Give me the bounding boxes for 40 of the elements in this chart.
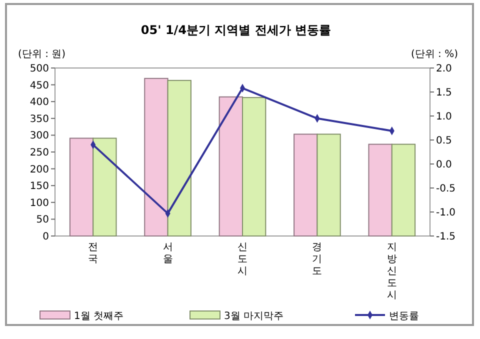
legend-label: 1월 첫째주 <box>74 311 124 322</box>
y-tick-label: 450 <box>30 80 49 92</box>
y-tick-label: 300 <box>30 130 49 142</box>
bar <box>368 144 392 236</box>
x-tick-label: 전국 <box>88 242 99 266</box>
y-tick-label: 0 <box>42 232 49 242</box>
y2-tick-label: 0.5 <box>436 136 452 146</box>
bar <box>167 80 192 236</box>
x-tick-label: 지방 신도시 <box>386 242 398 302</box>
y-axis-title: (단위 : 원) <box>18 49 66 60</box>
bar <box>316 134 341 236</box>
y-tick-label: 50 <box>36 214 49 226</box>
y2-tick-label: 1.5 <box>436 88 452 98</box>
y-tick-label: 350 <box>30 114 49 125</box>
bar <box>92 138 117 236</box>
bar <box>218 96 243 236</box>
legend-label: 변동률 <box>389 311 419 322</box>
y-tick-label: 100 <box>30 198 49 209</box>
bar <box>69 138 94 236</box>
y-tick-label: 500 <box>30 64 49 74</box>
y2-tick-label: 0.0 <box>436 160 452 170</box>
legend-label: 3월 마지막주 <box>224 311 284 322</box>
y2-tick-label: 2.0 <box>436 64 452 74</box>
bar <box>391 144 416 236</box>
x-tick-label: 신도시 <box>237 242 248 278</box>
y-tick-label: 150 <box>30 181 49 192</box>
y2-tick-label: -1.0 <box>436 208 456 218</box>
chart-title: 05' 1/4분기 지역별 전세가 변동률 <box>140 23 332 37</box>
y-tick-label: 400 <box>30 97 49 108</box>
y-tick-label: 200 <box>30 164 49 176</box>
y2-axis-title: (단위 : %) <box>410 49 458 60</box>
x-tick-label: 서울 <box>162 242 174 266</box>
x-tick-label: 경기도 <box>312 242 323 278</box>
y-tick-label: 250 <box>30 148 49 158</box>
y2-tick-label: -1.5 <box>436 232 456 242</box>
bar <box>144 78 168 236</box>
bar <box>294 134 318 236</box>
y2-tick-label: 1.0 <box>436 112 452 122</box>
bar <box>242 97 266 236</box>
y2-tick-label: -0.5 <box>436 184 456 194</box>
